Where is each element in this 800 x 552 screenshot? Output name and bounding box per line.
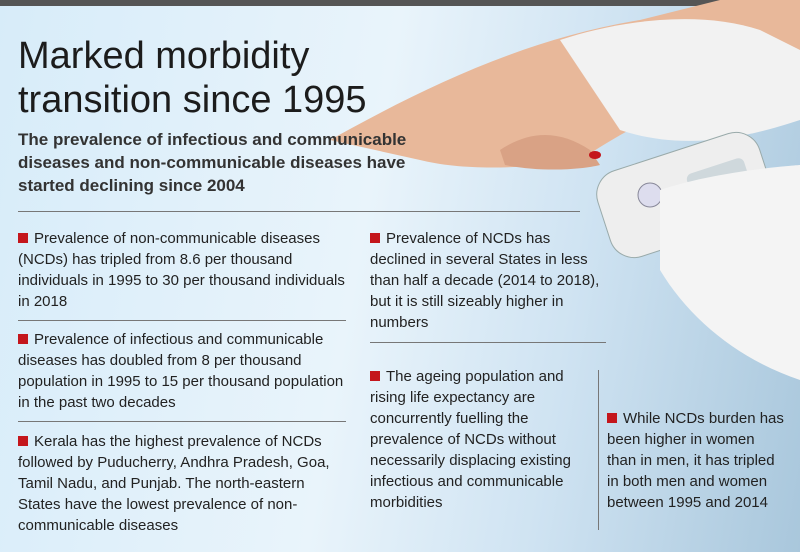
blood-drop: [589, 151, 601, 159]
subtitle: The prevalence of infectious and communi…: [18, 130, 407, 195]
divider: [370, 342, 606, 343]
point: Prevalence of infectious and communicabl…: [18, 329, 348, 413]
gloved-hand: [660, 165, 800, 380]
meter-button: [637, 182, 663, 208]
point: Prevalence of non-communicable diseases …: [18, 228, 348, 312]
point: While NCDs burden has been higher in wom…: [607, 408, 787, 513]
gloved-hand: [560, 19, 800, 141]
divider: [598, 370, 599, 530]
finger: [500, 135, 600, 170]
point: Prevalence of NCDs has declined in sever…: [370, 230, 600, 331]
point: Kerala has the highest prevalence of NCD…: [18, 431, 348, 536]
divider: [18, 320, 346, 321]
point: The ageing population and rising life ex…: [370, 366, 575, 513]
title: Marked morbidity transition since 1995: [18, 35, 367, 121]
top-bar: [0, 0, 800, 6]
divider: [18, 211, 580, 212]
divider: [18, 421, 346, 422]
